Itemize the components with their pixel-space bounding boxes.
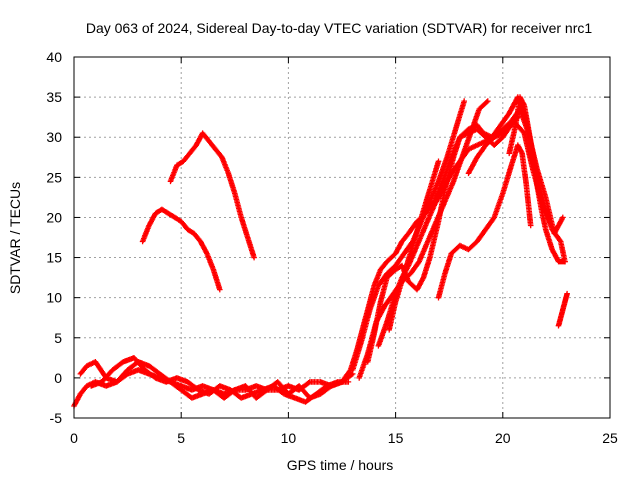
- x-tick-label: 5: [177, 430, 185, 446]
- series-arc-10: [375, 106, 566, 349]
- y-tick-label: 40: [46, 49, 62, 65]
- y-tick-label: -5: [50, 410, 63, 426]
- x-tick-label: 25: [602, 430, 618, 446]
- series-arc-14: [506, 94, 568, 265]
- grid-lines: [74, 57, 610, 418]
- y-tick-label: 20: [46, 209, 62, 225]
- y-tick-label: 10: [46, 290, 62, 306]
- series-marks: [465, 114, 521, 177]
- series-marks: [506, 94, 568, 265]
- y-tick-label: 35: [46, 89, 62, 105]
- series-arc-13: [465, 114, 521, 177]
- series-marks: [386, 158, 442, 333]
- y-tick-label: 0: [54, 370, 62, 386]
- series-marks: [356, 98, 491, 381]
- chart-title: Day 063 of 2024, Sidereal Day-to-day VTE…: [86, 20, 592, 36]
- x-tick-label: 15: [388, 430, 404, 446]
- series-arc-8: [356, 98, 491, 381]
- series-arc-12: [435, 142, 534, 301]
- series-marks: [375, 106, 566, 349]
- y-tick-label: 30: [46, 129, 62, 145]
- y-tick-label: 5: [54, 330, 62, 346]
- series-arc-11: [386, 158, 442, 333]
- axis-ticks: 0 5 10 15 20 25 -5 0 5 10 15 20 25 30 35 40: [46, 49, 618, 446]
- series-arc-4: [139, 206, 223, 293]
- x-tick-label: 20: [495, 430, 511, 446]
- series-marks: [88, 355, 352, 405]
- y-tick-label: 15: [46, 250, 62, 266]
- series-arc-5: [167, 130, 257, 261]
- data-marks: [71, 94, 570, 409]
- series-arc-3: [88, 355, 352, 405]
- y-axis-label: SDTVAR / TECUs: [7, 182, 23, 294]
- x-tick-label: 0: [70, 430, 78, 446]
- series-marks: [139, 206, 223, 293]
- y-tick-label: 25: [46, 169, 62, 185]
- x-axis-label: GPS time / hours: [287, 457, 394, 473]
- plot-frame: [73, 56, 611, 419]
- series-marks: [555, 290, 570, 329]
- series-marks: [167, 130, 257, 261]
- series-marks: [435, 142, 534, 301]
- series-arc-15: [555, 290, 570, 329]
- x-tick-label: 10: [281, 430, 297, 446]
